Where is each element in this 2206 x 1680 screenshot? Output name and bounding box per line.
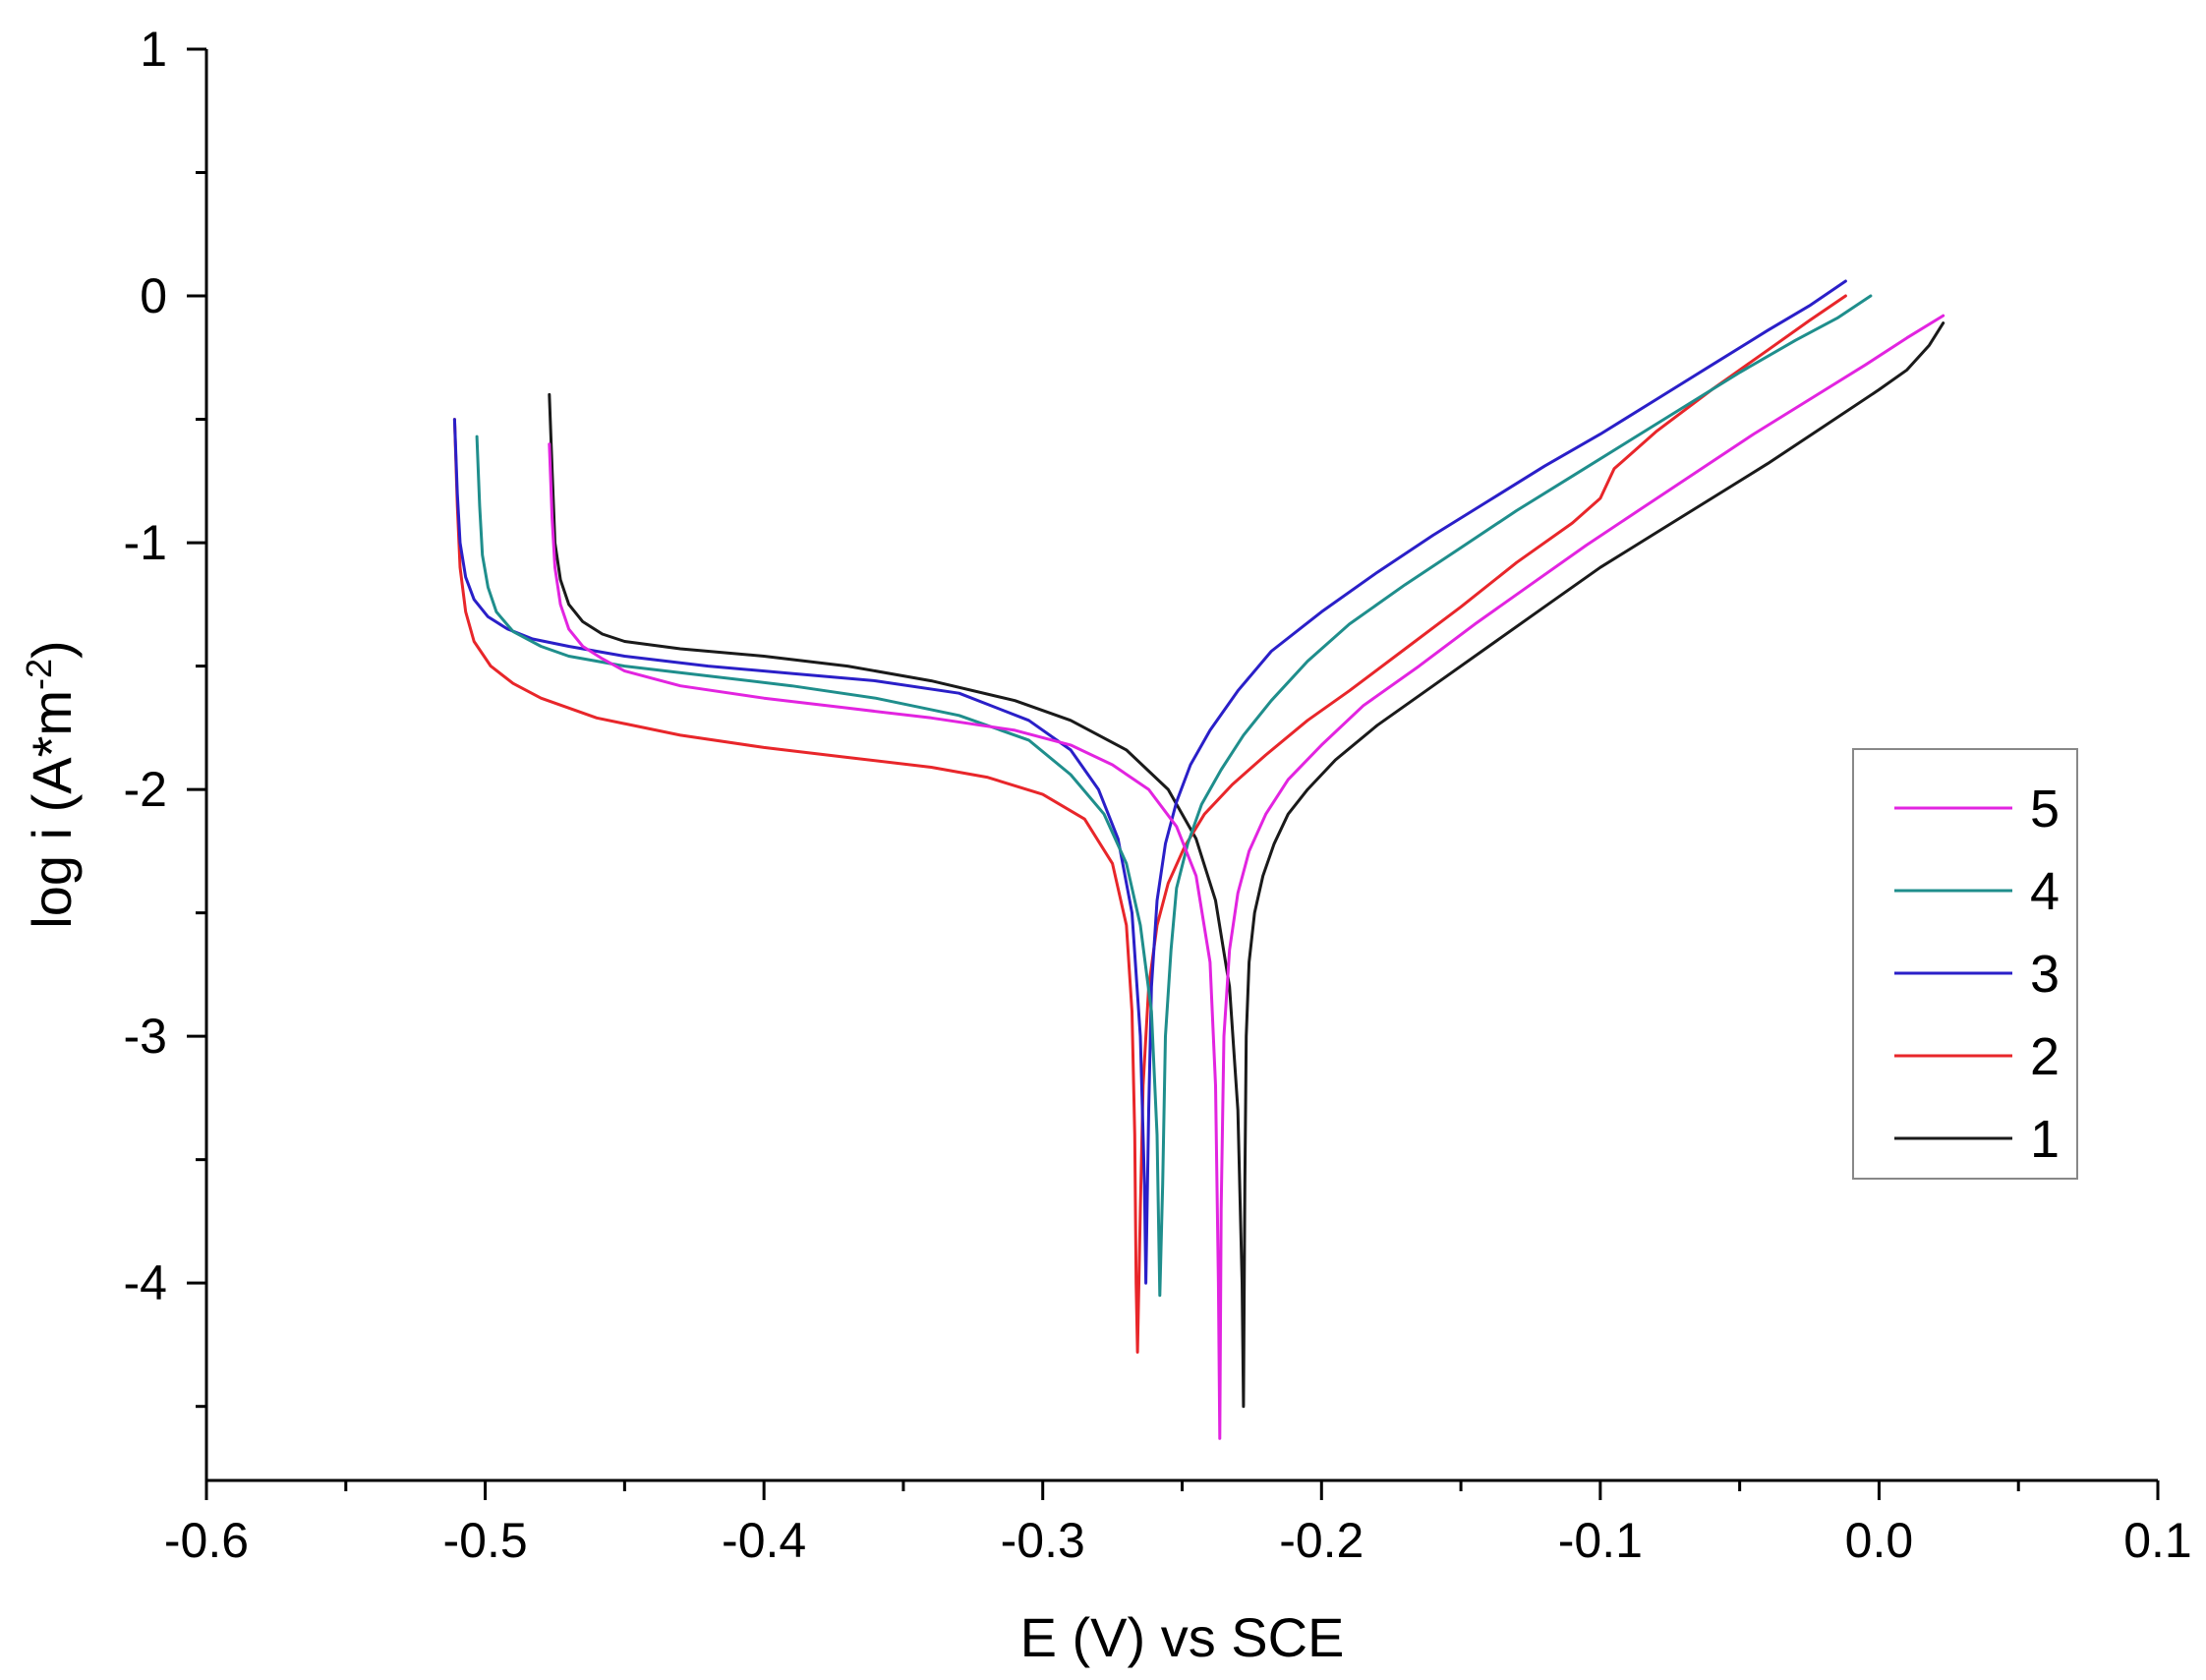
- y-tick-label: 0: [140, 268, 167, 323]
- y-ticks: 1 0 -1 -2 -3 -4: [124, 22, 206, 1409]
- series-line-3: [452, 279, 1847, 1285]
- x-tick-label: 0.0: [1845, 1513, 1914, 1568]
- x-tick-label: -0.5: [442, 1513, 527, 1568]
- legend-label-3: 3: [2030, 945, 2060, 1004]
- series-line-4: [475, 294, 1873, 1298]
- y-tick-label: -3: [124, 1009, 167, 1064]
- x-tick-label: 0.1: [2123, 1513, 2192, 1568]
- y-axis-title-main: log i (A*m: [21, 690, 83, 929]
- legend: 5 4 3 2 1: [1852, 748, 2078, 1180]
- legend-box: [1852, 748, 2078, 1180]
- legend-label-4: 4: [2030, 862, 2060, 921]
- x-axis-title: E (V) vs SCE: [1020, 1606, 1345, 1668]
- y-axis-title-superscript: -2: [19, 659, 59, 690]
- x-tick-label: -0.2: [1279, 1513, 1364, 1568]
- series-line-1: [548, 321, 1945, 1409]
- x-tick-label: -0.4: [722, 1513, 806, 1568]
- x-ticks: -0.6 -0.5 -0.4 -0.3 -0.2 -0.1 0.0 0.1: [164, 1480, 2192, 1568]
- y-tick-label: -2: [124, 762, 167, 817]
- legend-label-1: 1: [2030, 1110, 2060, 1169]
- x-tick-label: -0.6: [164, 1513, 249, 1568]
- legend-label-5: 5: [2030, 780, 2060, 839]
- x-tick-label: -0.1: [1558, 1513, 1643, 1568]
- x-tick-label: -0.3: [1001, 1513, 1085, 1568]
- series-lines: [452, 279, 1945, 1440]
- y-tick-label: -1: [124, 515, 167, 570]
- y-axis-title: log i (A*m-2): [19, 640, 83, 928]
- legend-label-2: 2: [2030, 1027, 2060, 1086]
- series-line-5: [548, 314, 1945, 1440]
- y-tick-label: -4: [124, 1255, 167, 1310]
- y-axis-title-close: ): [21, 640, 83, 659]
- series-line-2: [452, 294, 1847, 1354]
- y-tick-label: 1: [140, 22, 167, 77]
